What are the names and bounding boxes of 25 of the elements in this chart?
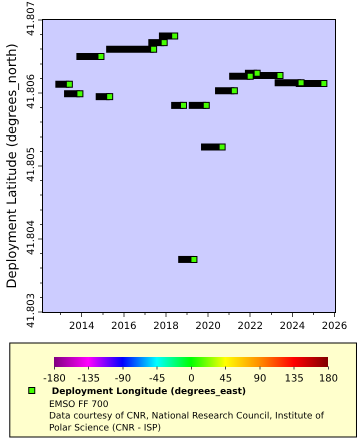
x-tick-label: 2014 xyxy=(68,321,94,332)
color-bar-label: -180 xyxy=(43,374,66,384)
y-tick-label: 41.803 xyxy=(26,293,37,328)
text: Data courtesy of CNR, National Research Council, Institute of Polar Science (CNR - ISP) xyxy=(49,412,325,434)
x-tick-label: 2016 xyxy=(111,321,137,332)
y-tick-label: 41.804 xyxy=(26,220,37,255)
color-bar-label: 180 xyxy=(318,374,338,384)
color-bar-label: 0 xyxy=(188,374,195,384)
text: EMSO FF 700 xyxy=(49,400,109,410)
y-tick-label: 41.807 xyxy=(26,1,37,36)
color-bar-label: -45 xyxy=(149,374,166,384)
color-bar-label: -135 xyxy=(77,374,100,384)
x-tick-label: 2020 xyxy=(195,321,221,332)
y-tick-label: 41.805 xyxy=(26,147,37,182)
x-tick-label: 2018 xyxy=(153,321,179,332)
color-bar-label: 90 xyxy=(254,374,266,384)
x-tick-label: 2022 xyxy=(237,321,263,332)
y-tick-label: 41.806 xyxy=(26,74,37,109)
x-tick-label: 2024 xyxy=(280,321,306,332)
color-bar-label: -90 xyxy=(114,374,132,384)
color-bar-label: 45 xyxy=(219,374,232,384)
y-axis-title: Deployment Latitude (degrees_north) xyxy=(4,43,20,289)
color-bar-label: 135 xyxy=(284,374,304,384)
x-tick-label: 2026 xyxy=(322,321,348,332)
legend-label: Deployment Longitude (degrees_east) xyxy=(52,387,246,398)
